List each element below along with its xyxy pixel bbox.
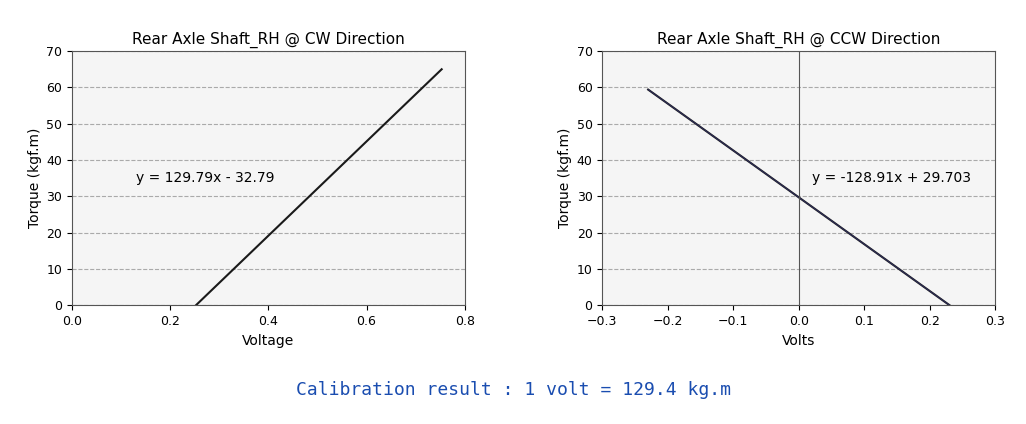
- Text: Calibration result : 1 volt = 129.4 kg.m: Calibration result : 1 volt = 129.4 kg.m: [295, 381, 731, 399]
- Y-axis label: Torque (kgf.m): Torque (kgf.m): [558, 128, 573, 228]
- Title: Rear Axle Shaft_RH @ CCW Direction: Rear Axle Shaft_RH @ CCW Direction: [657, 32, 941, 48]
- Text: y = -128.91x + 29.703: y = -128.91x + 29.703: [812, 171, 971, 185]
- Text: y = 129.79x - 32.79: y = 129.79x - 32.79: [135, 171, 274, 185]
- X-axis label: Voltage: Voltage: [242, 334, 294, 348]
- Title: Rear Axle Shaft_RH @ CW Direction: Rear Axle Shaft_RH @ CW Direction: [132, 32, 404, 48]
- X-axis label: Volts: Volts: [782, 334, 816, 348]
- Y-axis label: Torque (kgf.m): Torque (kgf.m): [28, 128, 42, 228]
